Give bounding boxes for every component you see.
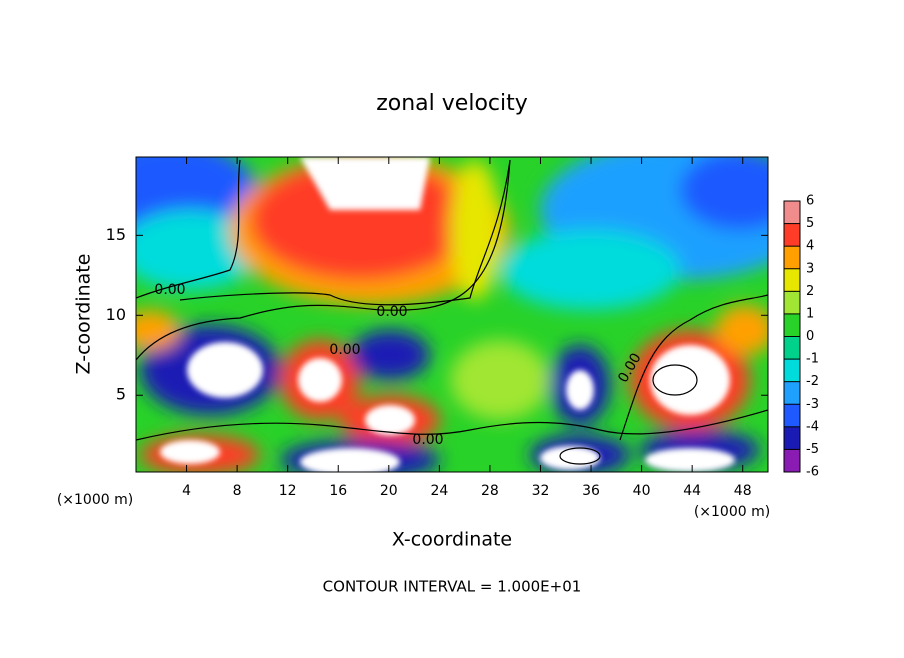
colorbar-label: 6 <box>806 194 814 209</box>
y-tick-label: 5 <box>116 385 126 404</box>
colorbar-label: 5 <box>806 216 814 231</box>
colorbar-label: 0 <box>806 329 814 344</box>
colorbar-label: -2 <box>806 374 819 389</box>
colorbar-label: -6 <box>806 465 819 480</box>
colorbar-swatch <box>784 381 800 405</box>
colorbar-swatch <box>784 291 800 314</box>
colorbar-swatch <box>784 449 800 472</box>
contour-label: 0.00 <box>376 304 407 320</box>
x-tick-label: 8 <box>233 483 242 499</box>
x-tick-label: 40 <box>633 483 651 499</box>
x-unit: (×1000 m) <box>694 504 770 520</box>
x-tick-label: 4 <box>182 483 191 499</box>
x-tick-label: 44 <box>683 483 701 499</box>
colorbar-swatch <box>784 268 800 292</box>
x-tick-label: 48 <box>734 483 752 499</box>
colorbar-label: -3 <box>806 397 819 412</box>
footer: CONTOUR INTERVAL = 1.000E+01 <box>323 578 582 596</box>
colorbar-swatch <box>784 246 800 269</box>
contour-label: 0.00 <box>154 282 185 298</box>
colorbar-label: 2 <box>806 284 814 299</box>
colorbar-swatch <box>784 359 800 382</box>
x-tick-label: 28 <box>481 483 499 499</box>
colorbar-swatch <box>784 426 800 450</box>
y-tick-label: 15 <box>106 225 126 244</box>
colorbar-label: -4 <box>806 419 819 434</box>
x-tick-label: 32 <box>532 483 550 499</box>
x-tick-label: 12 <box>279 483 297 499</box>
y-axis-title: Z-coordinate <box>73 254 95 375</box>
colorbar-label: -1 <box>806 352 819 367</box>
colorbar-swatch <box>784 313 800 337</box>
colorbar-swatch <box>784 336 800 360</box>
chart-title: zonal velocity <box>376 91 528 116</box>
x-unit: (×1000 m) <box>57 492 133 508</box>
field <box>136 157 768 472</box>
colorbar-swatch <box>784 404 800 427</box>
contour-label: 0.00 <box>412 432 443 448</box>
colorbar-swatch <box>784 223 800 247</box>
x-axis-title: X-coordinate <box>392 529 512 551</box>
x-tick-label: 24 <box>430 483 448 499</box>
colorbar-swatch <box>784 201 800 224</box>
x-tick-label: 36 <box>582 483 600 499</box>
contour-label: 0.00 <box>329 342 360 358</box>
y-tick-label: 10 <box>106 305 126 324</box>
x-tick-label: 20 <box>380 483 398 499</box>
plot-frame <box>135 156 769 473</box>
colorbar-label: 1 <box>806 306 814 321</box>
colorbar-label: 3 <box>806 261 814 276</box>
colorbar-label: -5 <box>806 442 819 457</box>
x-tick-label: 16 <box>329 483 347 499</box>
colorbar-label: 4 <box>806 239 814 254</box>
